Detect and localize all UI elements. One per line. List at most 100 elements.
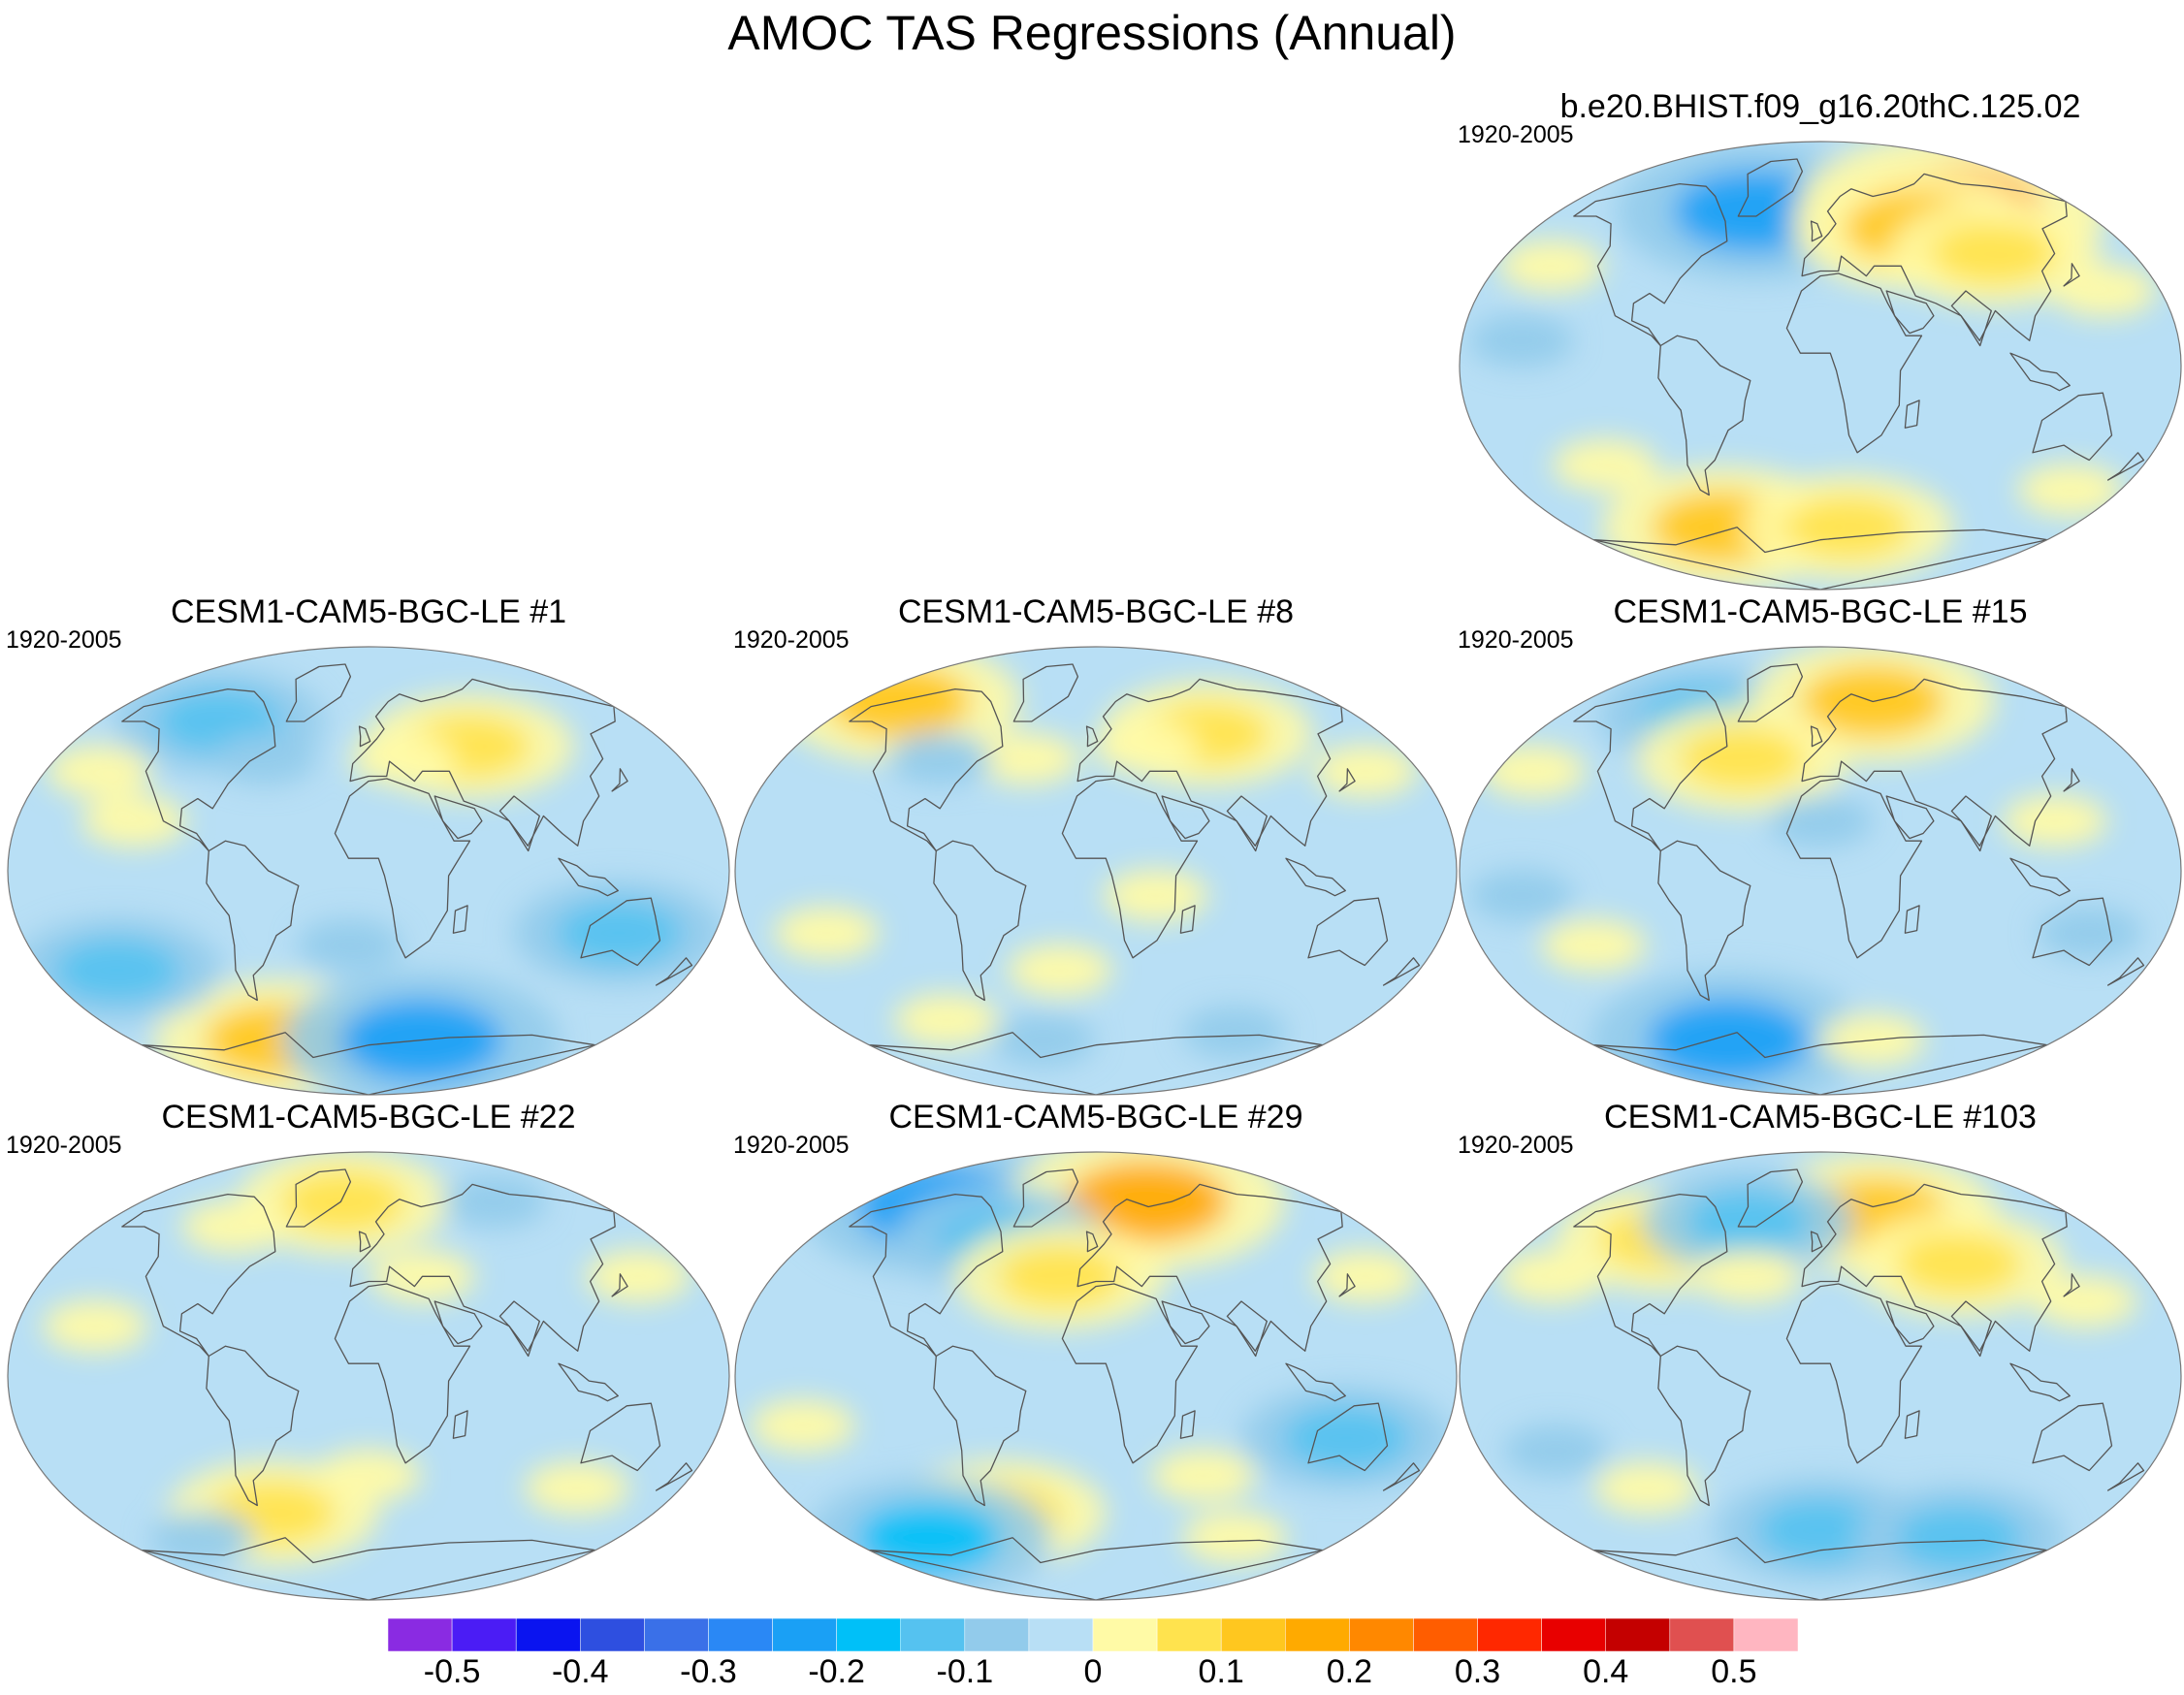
map-panel-1: CESM1-CAM5-BGC-LE #1 1920-2005	[6, 592, 731, 1097]
colorbar-tick-label: 0	[1083, 1653, 1103, 1690]
coastline-new-zealand	[655, 957, 693, 986]
anomaly-region	[1503, 1424, 1609, 1477]
coastline-africa	[334, 1283, 471, 1464]
coastline-india	[1950, 1300, 1992, 1358]
coastline-australia	[2032, 392, 2113, 462]
colorbar-box	[1733, 1617, 1799, 1652]
coastline-africa	[1785, 1283, 1923, 1464]
anomaly-region	[350, 732, 456, 785]
map-panel-0: b.e20.BHIST.f09_g16.20thC.125.02 1920-20…	[1458, 87, 2183, 592]
colorbar-boxes	[387, 1617, 1799, 1652]
panel-period: 1920-2005	[733, 1132, 850, 1159]
colorbar-tick-label: 0.4	[1583, 1653, 1629, 1690]
colorbar-box	[1285, 1617, 1350, 1652]
coastline-africa	[1061, 778, 1199, 959]
anomaly-region	[149, 1511, 255, 1564]
map-border	[7, 646, 730, 1096]
coastline-india	[1226, 795, 1268, 852]
coastline-japan	[1338, 1273, 1356, 1297]
anomaly-region	[1312, 745, 1418, 798]
colorbar-box	[1220, 1617, 1286, 1652]
colorbar-tick-label: -0.2	[808, 1653, 865, 1690]
anomaly-region	[990, 1013, 1096, 1067]
anomaly-region	[1758, 1499, 1882, 1562]
map-border	[1459, 646, 2182, 1096]
colorbar-box	[836, 1617, 901, 1652]
colorbar-tick-label: -0.1	[936, 1653, 994, 1690]
coastline-madagascar	[1179, 1410, 1196, 1439]
anomaly-region	[47, 745, 152, 798]
coastline-new-zealand	[1382, 1462, 1421, 1491]
map-panel-3: CESM1-CAM5-BGC-LE #15 1920-2005	[1458, 592, 2183, 1097]
anomaly-region	[1007, 943, 1112, 997]
coastline-indonesia	[2009, 857, 2071, 897]
anomaly-region	[750, 1399, 855, 1453]
coastline-antarctica	[1592, 527, 2048, 590]
coastline-australia	[2032, 1402, 2113, 1472]
coastline-greenland	[1737, 663, 1804, 722]
map-border	[1459, 141, 2182, 591]
coastline-south-america	[1657, 335, 1751, 496]
colorbar-tick-label: -0.5	[423, 1653, 481, 1690]
regression-map	[7, 1151, 730, 1601]
coastline-eurasia	[1076, 678, 1343, 847]
colorbar-box	[451, 1617, 517, 1652]
regression-map	[7, 646, 730, 1096]
anomaly-region	[974, 732, 1079, 785]
colorbar-box	[644, 1617, 709, 1652]
coastline-africa	[1061, 1283, 1199, 1464]
anomaly-region	[1768, 794, 1873, 848]
coastline-eurasia	[1801, 173, 2068, 341]
coastline-indonesia	[1285, 857, 1346, 897]
anomaly-region	[997, 1245, 1122, 1308]
coastline-africa	[334, 778, 471, 959]
panel-title: CESM1-CAM5-BGC-LE #8	[897, 593, 1295, 630]
anomaly-region	[2037, 907, 2142, 960]
coastline-greenland	[285, 1168, 352, 1228]
coastline-antarctica	[868, 1032, 1324, 1095]
coastline-greenland	[1737, 158, 1804, 217]
coastline-india	[1226, 1300, 1268, 1358]
anomaly-region	[1093, 720, 1199, 773]
anomaly-region	[524, 1461, 629, 1515]
anomaly-region	[1181, 1006, 1287, 1059]
coastline-new-zealand	[2106, 1462, 2145, 1491]
coastline-arabia	[1885, 795, 1935, 840]
map-panel-2: CESM1-CAM5-BGC-LE #8 1920-2005	[733, 592, 1459, 1097]
coastline-australia	[1307, 1402, 1389, 1472]
coastline-arabia	[1161, 1300, 1210, 1345]
coastline-india	[1950, 290, 1992, 347]
anomaly-region	[886, 732, 992, 785]
anomaly-region	[557, 902, 682, 965]
colorbar-box	[1541, 1617, 1606, 1652]
colorbar-box	[580, 1617, 645, 1652]
coastline-greenland	[1012, 1168, 1079, 1228]
anomaly-region	[281, 1170, 406, 1233]
colorbar-tick-label: 0.2	[1326, 1653, 1372, 1690]
coastline-south-america	[933, 840, 1027, 1002]
anomaly-region	[893, 994, 999, 1046]
map-panel-6: CESM1-CAM5-BGC-LE #103 1920-2005	[1458, 1098, 2183, 1602]
coastline-madagascar	[1904, 400, 1920, 429]
coastline-eurasia	[1801, 678, 2068, 847]
anomaly-region	[316, 1449, 421, 1502]
coastline-antarctica	[141, 1032, 596, 1095]
colorbar-box	[1477, 1617, 1542, 1652]
coastline-arabia	[1885, 1300, 1935, 1345]
anomaly-region	[1695, 1250, 1801, 1303]
coastline-japan	[611, 768, 628, 792]
anomaly-region	[1151, 1449, 1257, 1502]
colorbar-box	[708, 1617, 773, 1652]
anomaly-region	[42, 1299, 147, 1353]
colorbar-box	[515, 1617, 581, 1652]
panel-period: 1920-2005	[1458, 1132, 1574, 1159]
coastline-north-america	[849, 688, 1004, 852]
coastline-south-america	[1657, 1345, 1751, 1507]
anomaly-region	[1064, 1161, 1228, 1243]
anomaly-region	[1103, 869, 1208, 922]
colorbar-box	[1669, 1617, 1735, 1652]
map-border	[1459, 1151, 2182, 1601]
coastline-antarctica	[868, 1537, 1324, 1600]
anomaly-region	[2051, 265, 2157, 317]
coastline-madagascar	[452, 905, 468, 934]
